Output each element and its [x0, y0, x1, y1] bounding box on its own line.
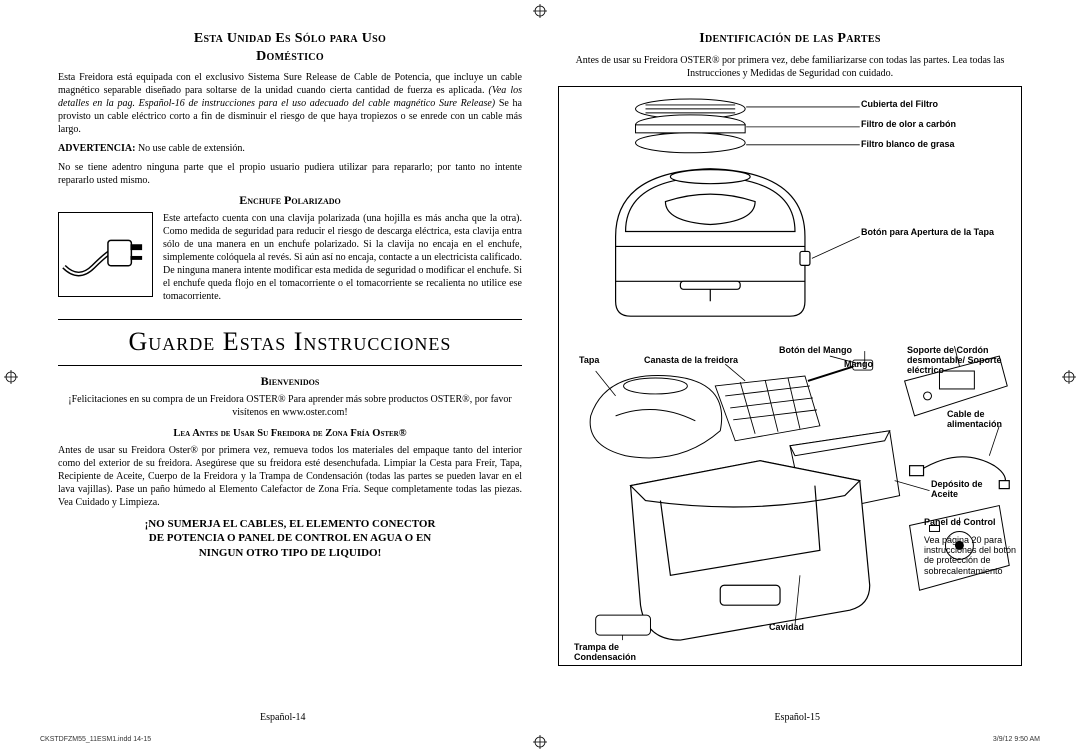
label-blanco: Filtro blanco de grasa — [861, 139, 955, 149]
label-mango: Mango — [844, 359, 873, 369]
h1-line1: Esta Unidad Es Sólo para Uso — [194, 31, 386, 46]
crop-mark-icon — [1062, 370, 1076, 384]
label-cavidad: Cavidad — [769, 622, 804, 632]
label-canasta: Canasta de la freidora — [644, 355, 738, 365]
right-h1: Identificación de las Partes — [558, 30, 1022, 48]
crop-mark-icon — [533, 4, 547, 18]
left-h1: Esta Unidad Es Sólo para Uso Doméstico — [58, 30, 522, 65]
manual-spread: Esta Unidad Es Sólo para Uso Doméstico E… — [0, 0, 1080, 753]
left-p3: Este artefacto cuenta con una clavija po… — [163, 212, 522, 303]
parts-diagram: Cubierta del Filtro Filtro de olor a car… — [558, 86, 1022, 666]
label-tapa: Tapa — [579, 355, 599, 365]
label-carbon: Filtro de olor a carbón — [861, 119, 956, 129]
h1-line2: Doméstico — [256, 49, 324, 64]
label-cubierta: Cubierta del Filtro — [861, 99, 938, 109]
page-num-right: Español-15 — [774, 712, 820, 723]
footer-timestamp: 3/9/12 9:50 AM — [993, 736, 1040, 743]
left-page: Esta Unidad Es Sólo para Uso Doméstico E… — [40, 30, 540, 693]
label-trampa: Trampa de Condensación — [574, 642, 664, 663]
h4-lea: Lea Antes de Usar Su Freidora de Zona Fr… — [58, 427, 522, 440]
plug-section: Este artefacto cuenta con una clavija po… — [58, 212, 522, 309]
left-p1: Esta Freidora está equipada con el exclu… — [58, 71, 522, 136]
crop-mark-icon — [4, 370, 18, 384]
left-p5: Antes de usar su Freidora Oster® por pri… — [58, 444, 522, 509]
footer-filename: CKSTDFZM55_11ESM1.indd 14-15 — [40, 736, 151, 743]
label-boton-tapa: Botón para Apertura de la Tapa — [861, 227, 1011, 237]
label-soporte: Soporte de Cordón desmontable/ Soporte e… — [907, 345, 1015, 376]
label-cable: Cable de alimentación — [947, 409, 1017, 430]
advertencia: ADVERTENCIA: No use cable de extensión. — [58, 142, 522, 155]
label-boton-mango: Botón del Mango — [779, 345, 852, 355]
h3-bienvenidos: Bienvenidos — [58, 374, 522, 389]
left-p2: No se tiene adentro ninguna parte que el… — [58, 161, 522, 187]
h2-enchufe: Enchufe Polarizado — [58, 193, 522, 208]
right-p1: Antes de usar su Freidora OSTER® por pri… — [558, 54, 1022, 80]
label-deposito: Depósito de Aceite — [931, 479, 1001, 500]
label-panel: Panel de Control — [924, 517, 996, 527]
left-p4: ¡Felicitaciones en su compra de un Freid… — [58, 393, 522, 419]
plug-icon — [58, 212, 153, 297]
guarde-title: Guarde Estas Instrucciones — [58, 319, 522, 366]
right-page: Identificación de las Partes Antes de us… — [540, 30, 1040, 693]
page-num-left: Español-14 — [260, 712, 306, 723]
crop-mark-icon — [533, 735, 547, 749]
label-vea: Vea página 20 para instrucciones del bot… — [924, 535, 1019, 576]
no-sumerja-warning: ¡NO SUMERJA EL CABLES, EL ELEMENTO CONEC… — [58, 517, 522, 562]
